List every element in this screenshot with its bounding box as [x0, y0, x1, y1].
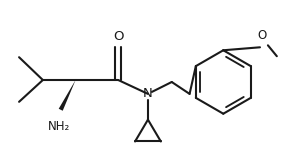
Polygon shape: [59, 80, 76, 111]
Text: O: O: [113, 30, 124, 43]
Text: N: N: [143, 87, 153, 100]
Text: O: O: [257, 29, 267, 42]
Text: NH₂: NH₂: [48, 120, 70, 133]
